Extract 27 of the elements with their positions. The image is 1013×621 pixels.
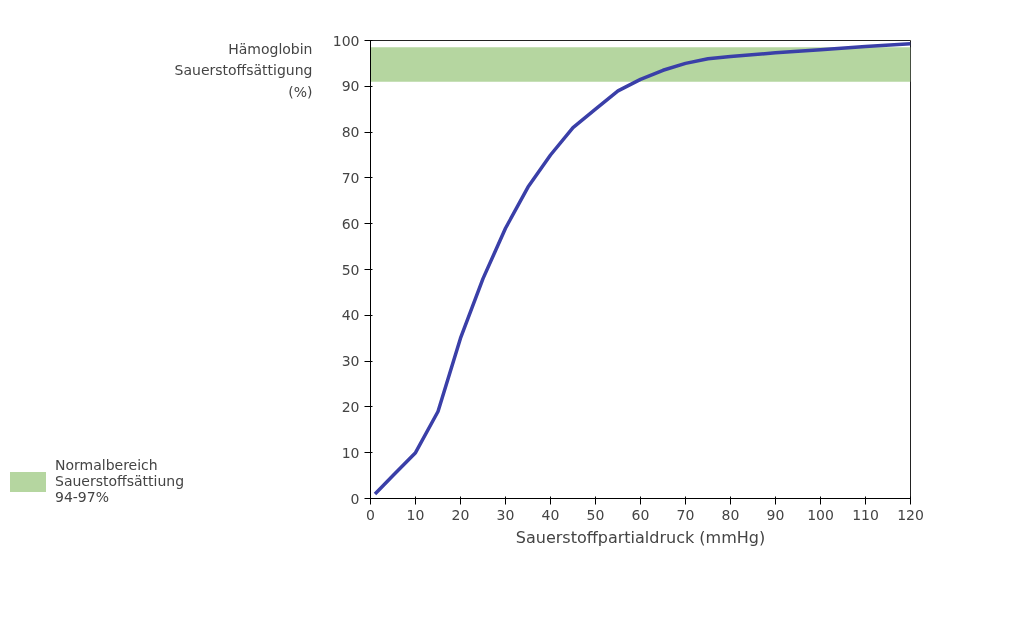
x-tick-label: 90 (766, 506, 785, 523)
x-tick-label: 20 (451, 506, 470, 523)
y-tick-label: 70 (341, 169, 360, 186)
y-tick-label: 100 (332, 32, 360, 49)
x-axis-title: Sauerstoffpartialdruck (mmHg) (515, 527, 766, 547)
y-axis-title: Hämoglobin Sauerstoffsättigung (%) (174, 40, 313, 100)
x-tick-label: 60 (631, 506, 650, 523)
x-tick-label: 120 (897, 506, 924, 523)
legend-label: Normalbereich Sauerstoffsättiung 94-97% (55, 457, 185, 505)
x-tick-label: 80 (721, 506, 740, 523)
x-tick-label: 30 (496, 506, 515, 523)
y-tick-label: 20 (341, 398, 360, 415)
y-tick-label: 80 (341, 124, 360, 141)
y-tick-label: 0 (350, 490, 360, 507)
x-tick-label: 40 (541, 506, 560, 523)
y-tick-label: 40 (341, 307, 360, 324)
y-tick-label: 30 (341, 353, 360, 370)
y-tick-label: 90 (341, 78, 360, 95)
x-tick-label: 0 (366, 506, 375, 523)
x-tick-label: 10 (406, 506, 425, 523)
x-tick-label: 100 (807, 506, 834, 523)
x-tick-label: 110 (852, 506, 879, 523)
y-tick-label: 50 (341, 261, 360, 278)
x-tick-label: 70 (676, 506, 695, 523)
y-tick-label: 10 (341, 444, 360, 461)
x-tick-label: 50 (586, 506, 605, 523)
y-tick-label: 60 (341, 215, 360, 232)
